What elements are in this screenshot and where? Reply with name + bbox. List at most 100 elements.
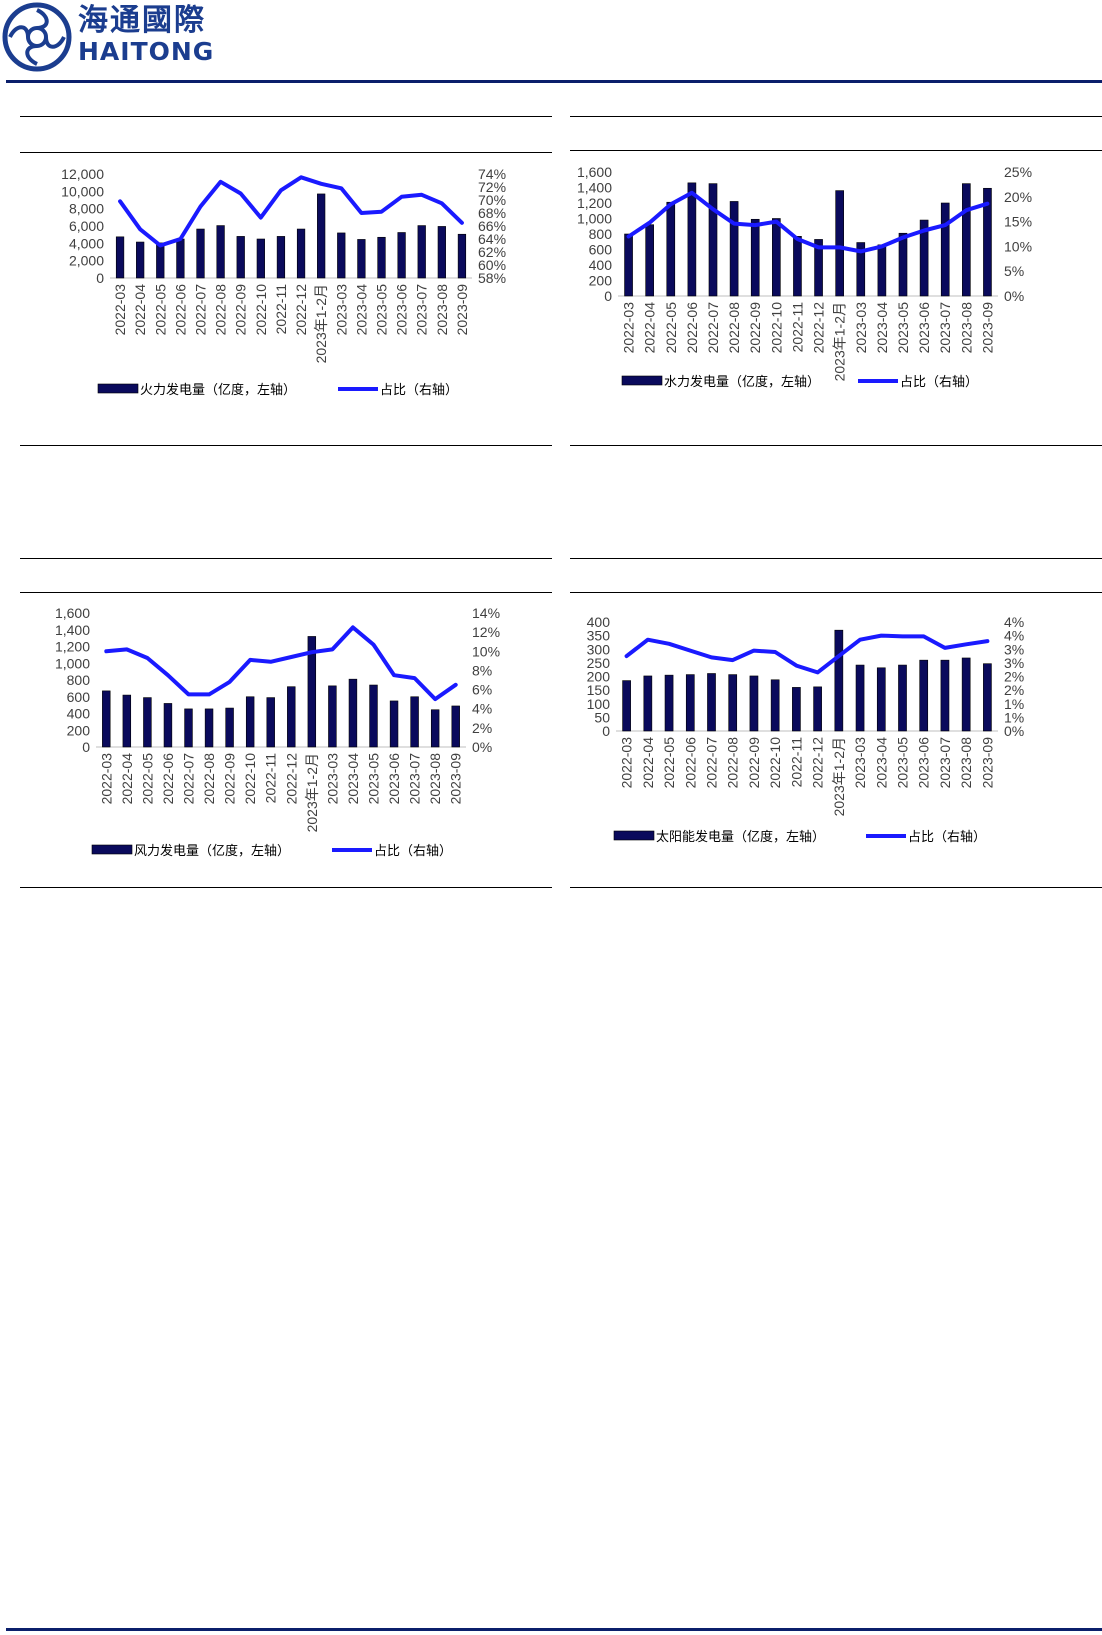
bar-2023-06: [919, 659, 929, 732]
left-axis-tick-label: 600: [67, 689, 91, 705]
bar-2022-08: [216, 225, 225, 279]
left-axis-tick-label: 12,000: [61, 166, 104, 182]
x-axis-tick-label: 2023-08: [434, 284, 450, 336]
bar-2022-05: [666, 201, 676, 297]
bar-2023-04: [876, 667, 886, 732]
bar-2022-06: [687, 182, 697, 297]
x-axis-tick-label: 2023-08: [427, 753, 443, 805]
x-axis-tick-label: 2022-11: [273, 284, 289, 335]
bar-2023-03: [328, 685, 337, 748]
legend-bar-swatch: [621, 375, 663, 386]
bar-2022-04: [645, 224, 654, 297]
left-axis-tick-label: 400: [587, 614, 611, 630]
left-axis-tick-label: 6,000: [69, 218, 104, 234]
bar-2022-04: [643, 675, 653, 732]
bar-2022-03: [622, 680, 631, 732]
right-axis-tick-label: 4%: [472, 701, 492, 717]
x-axis-tick-label: 2022-09: [747, 302, 763, 354]
line-series-share: [118, 175, 464, 248]
right-axis-tick-label: 70%: [478, 192, 506, 208]
left-axis-tick-label: 400: [589, 257, 613, 273]
bar-2022-04: [122, 694, 132, 748]
bar-2023年1-2月: [307, 636, 317, 748]
bar-2023-08: [961, 657, 971, 732]
x-axis-tick-label: 2023-04: [873, 737, 889, 789]
bar-2023-05: [377, 236, 386, 279]
right-axis-tick-label: 1%: [1004, 696, 1024, 712]
bar-2022-10: [256, 238, 265, 279]
bar-2022-05: [143, 697, 152, 748]
x-axis-tick-label: 2022-04: [119, 753, 135, 805]
x-axis-tick-label: 2023-06: [916, 302, 932, 354]
x-axis-tick-label: 2022-09: [746, 737, 762, 789]
bar-2022-11: [793, 236, 802, 297]
bar-2023-08: [437, 226, 446, 279]
left-axis-tick-label: 350: [587, 628, 611, 644]
x-axis-tick-label: 2023-03: [853, 302, 869, 354]
left-axis-tick-label: 250: [587, 655, 611, 671]
bar-2022-03: [102, 690, 111, 748]
left-axis-tick-label: 1,000: [55, 655, 90, 671]
right-axis-tick-label: 1%: [1004, 709, 1024, 725]
bar-2023-09: [457, 233, 467, 279]
x-axis-tick-label: 2022-12: [811, 302, 827, 354]
right-axis-tick-label: 58%: [478, 270, 506, 286]
chart-legend: 风力发电量（亿度，左轴） 占比（右轴）: [91, 843, 452, 859]
x-axis-tick-label: 2023-03: [324, 753, 340, 805]
legend-line-label: 占比（右轴）: [380, 383, 458, 398]
panel-title-rule: [570, 592, 1102, 593]
x-axis-tick-label: 2022-07: [705, 302, 721, 354]
page-header: 海通國際 HAITONG: [0, 0, 1102, 83]
x-axis-tick-label: 2022-06: [682, 737, 698, 789]
bar-2022-11: [266, 697, 275, 748]
x-axis-tick-label: 2022-06: [172, 284, 188, 336]
panel-bottom-rule: [570, 445, 1102, 446]
panel-title-rule: [20, 592, 552, 593]
left-axis-tick-label: 400: [67, 706, 91, 722]
right-axis-tick-label: 0%: [1004, 288, 1024, 304]
right-axis-tick-label: 8%: [472, 662, 492, 678]
left-axis-tick-label: 200: [587, 669, 611, 685]
bar-2022-07: [708, 183, 718, 297]
left-axis-tick-label: 0: [82, 739, 90, 755]
chart-solar: 0501001502002503003504000%1%1%2%2%3%3%4%…: [587, 614, 1025, 845]
x-axis-tick-label: 2022-07: [193, 284, 209, 336]
chart-legend: 水力发电量（亿度，左轴） 占比（右轴）: [621, 374, 978, 390]
x-axis-tick-label: 2023-09: [979, 737, 995, 789]
bar-2022-09: [225, 707, 234, 748]
x-axis-tick-label: 2022-08: [725, 737, 741, 789]
left-axis-tick-label: 600: [589, 242, 613, 258]
haitong-logo-icon: [2, 2, 72, 72]
x-axis-tick-label: 2022-05: [152, 284, 168, 336]
x-axis-tick-label: 2022-05: [661, 737, 677, 789]
bar-2023年1-2月: [317, 193, 326, 279]
bar-2023-07: [410, 696, 419, 748]
x-axis-tick-label: 2022-08: [726, 302, 742, 354]
x-axis-tick-label: 2023-07: [414, 284, 430, 336]
right-axis-tick-label: 64%: [478, 231, 506, 247]
chart-panel-wind: 0 200 400 600 800 1,000 1,200 1,400 1,600 0% 2% 4% 6…: [20, 558, 552, 888]
bar-2022-08: [729, 201, 739, 297]
x-axis-tick-label: 2023-09: [448, 753, 464, 805]
x-axis-tick-label: 2023-07: [407, 753, 423, 805]
x-axis-tick-label: 2022-08: [201, 753, 217, 805]
legend-line-label: 占比（右轴）: [374, 844, 452, 859]
bar-2022-12: [813, 686, 822, 732]
legend-bar-label: 太阳能发电量（亿度，左轴）: [656, 829, 825, 845]
line-series-share: [626, 190, 990, 254]
legend-bar-swatch: [91, 844, 133, 855]
line-series-share: [104, 625, 458, 702]
bar-2023-09: [451, 705, 460, 748]
panel-top-rule: [570, 116, 1102, 117]
panel-top-rule: [20, 116, 552, 117]
legend-bar-label: 火力发电量（亿度，左轴）: [140, 382, 296, 398]
right-axis-tick-label: 3%: [1004, 641, 1024, 657]
x-axis-tick-label: 2022-05: [139, 753, 155, 805]
bar-2023-06: [389, 700, 399, 748]
left-axis-tick-label: 2,000: [69, 253, 104, 269]
left-axis-tick-label: 10,000: [61, 183, 104, 199]
bar-2022-07: [707, 673, 716, 732]
line-series-share: [624, 633, 990, 675]
bar-2022-04: [136, 241, 145, 279]
right-axis-tick-label: 4%: [1004, 614, 1024, 630]
